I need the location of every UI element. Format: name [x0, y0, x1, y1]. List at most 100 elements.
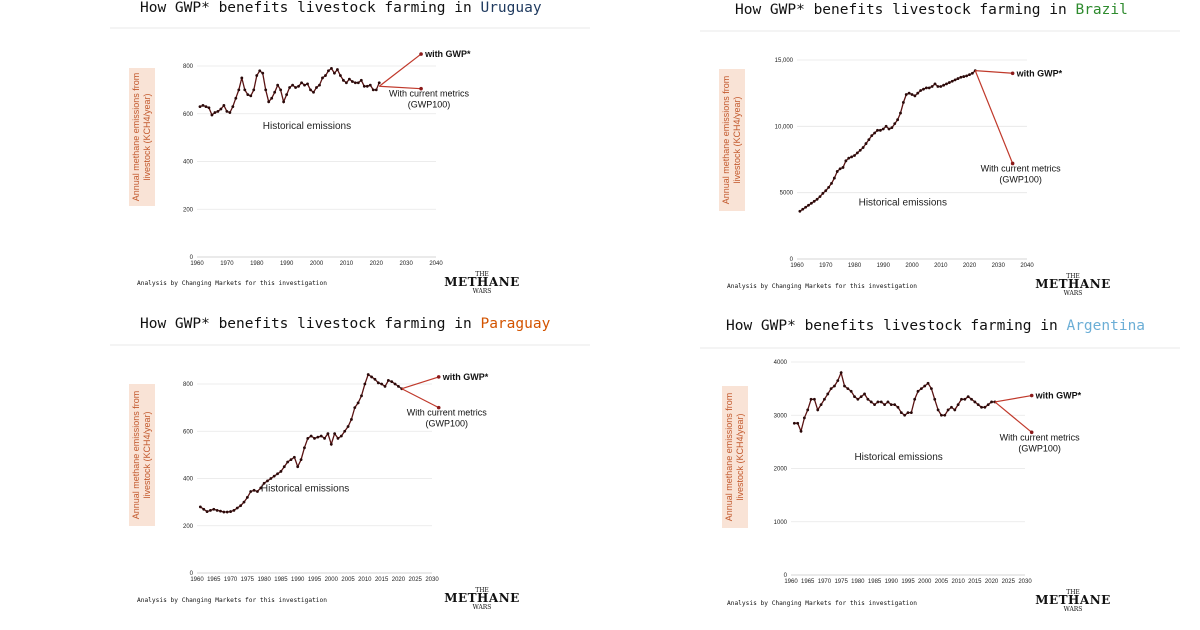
- data-point: [833, 384, 836, 388]
- data-point: [904, 93, 908, 96]
- data-point: [240, 76, 244, 80]
- data-point: [350, 80, 354, 83]
- x-tick-label: 2000: [918, 579, 932, 585]
- data-point: [986, 403, 990, 406]
- data-point: [316, 435, 320, 439]
- data-point: [847, 156, 851, 160]
- svg-text:THE: THE: [1066, 589, 1080, 596]
- data-point: [212, 507, 216, 511]
- data-point: [841, 166, 845, 169]
- data-point: [315, 86, 318, 89]
- data-point: [333, 71, 336, 75]
- data-point: [798, 209, 802, 213]
- y-axis-label-line: livestock (KCH4/year): [142, 93, 152, 180]
- x-tick-label: 2000: [325, 577, 339, 583]
- data-point: [255, 74, 259, 77]
- x-tick-label: 1980: [848, 263, 862, 269]
- x-tick-label: 1975: [241, 577, 255, 583]
- data-point: [336, 436, 340, 440]
- data-point: [207, 106, 211, 110]
- arrow-gwp-star: [401, 376, 439, 390]
- data-point: [326, 432, 330, 436]
- data-point: [909, 411, 913, 414]
- data-point: [343, 429, 347, 433]
- data-point: [377, 81, 381, 85]
- data-point: [306, 82, 309, 86]
- data-point: [953, 408, 957, 412]
- svg-text:METHANE: METHANE: [444, 591, 520, 605]
- label-gwp100-line: With current metrics: [1000, 432, 1081, 442]
- footer-credit: Analysis by Changing Markets for this in…: [727, 600, 917, 607]
- data-point: [940, 413, 943, 417]
- data-point: [950, 79, 954, 83]
- data-point: [919, 89, 923, 92]
- data-point: [806, 408, 810, 412]
- data-point: [960, 397, 963, 401]
- data-point: [838, 167, 842, 171]
- data-point: [276, 472, 279, 476]
- data-point: [299, 458, 303, 461]
- data-point: [809, 201, 813, 205]
- data-point: [799, 429, 803, 433]
- chart-panel-uruguay: How GWP* benefits livestock farming in U…: [0, 0, 600, 315]
- arrow-gwp100-end: [436, 405, 441, 410]
- data-point: [376, 381, 380, 385]
- y-tick-label: 600: [183, 429, 194, 435]
- data-point: [262, 481, 266, 485]
- chart-title: How GWP* benefits livestock farming in P…: [140, 316, 551, 332]
- chart-svg: How GWP* benefits livestock farming in A…: [700, 318, 1180, 613]
- x-tick-label: 1990: [885, 579, 899, 585]
- label-historical-emissions: Historical emissions: [859, 197, 947, 208]
- data-point: [804, 205, 808, 209]
- data-point: [859, 395, 863, 399]
- data-point: [243, 88, 247, 92]
- data-point: [202, 507, 206, 511]
- x-tick-label: 2030: [1018, 579, 1032, 585]
- data-point: [913, 397, 917, 401]
- chart-svg: How GWP* benefits livestock farming in B…: [700, 2, 1180, 297]
- data-point: [950, 405, 953, 409]
- data-point: [256, 490, 259, 493]
- y-tick-label: 15,000: [775, 58, 794, 64]
- data-point: [225, 510, 229, 514]
- chart-title: How GWP* benefits livestock farming in A…: [726, 318, 1145, 334]
- data-point: [303, 83, 306, 87]
- data-point: [312, 90, 315, 94]
- chart-panel-paraguay: How GWP* benefits livestock farming in P…: [0, 315, 600, 630]
- x-tick-label: 1980: [851, 579, 865, 585]
- y-tick-label: 400: [183, 160, 194, 166]
- x-tick-label: 1980: [250, 261, 264, 267]
- label-gwp100-line: (GWP100): [999, 174, 1042, 184]
- data-point: [893, 403, 897, 406]
- arrow-gwp100: [974, 70, 1014, 164]
- data-point: [881, 127, 885, 131]
- data-point: [916, 91, 920, 95]
- data-point: [922, 87, 925, 91]
- y-axis-label-line: Annual methane emissions from: [724, 393, 734, 522]
- footer-credit: Analysis by Changing Markets for this in…: [137, 280, 327, 287]
- x-tick-label: 1985: [868, 579, 882, 585]
- data-point: [229, 510, 232, 513]
- data-point: [910, 93, 914, 96]
- x-tick-label: 2030: [425, 577, 439, 583]
- data-point: [288, 86, 292, 89]
- data-point: [213, 111, 217, 114]
- label-historical-emissions: Historical emissions: [263, 121, 351, 132]
- data-point: [970, 71, 974, 75]
- y-tick-label: 10,000: [775, 124, 794, 130]
- data-point: [884, 124, 888, 128]
- x-tick-label: 2040: [1020, 263, 1034, 269]
- data-point: [903, 413, 907, 417]
- data-point: [919, 387, 923, 391]
- data-point: [946, 408, 950, 412]
- series-line-historical: [794, 370, 995, 434]
- data-point: [289, 458, 293, 461]
- data-point: [261, 71, 265, 75]
- data-point: [313, 436, 316, 440]
- x-tick-label: 2030: [992, 263, 1006, 269]
- chart-title-prefix: How GWP* benefits livestock farming in: [140, 0, 480, 16]
- data-point: [366, 373, 370, 376]
- data-point: [282, 465, 286, 469]
- data-point: [249, 94, 253, 98]
